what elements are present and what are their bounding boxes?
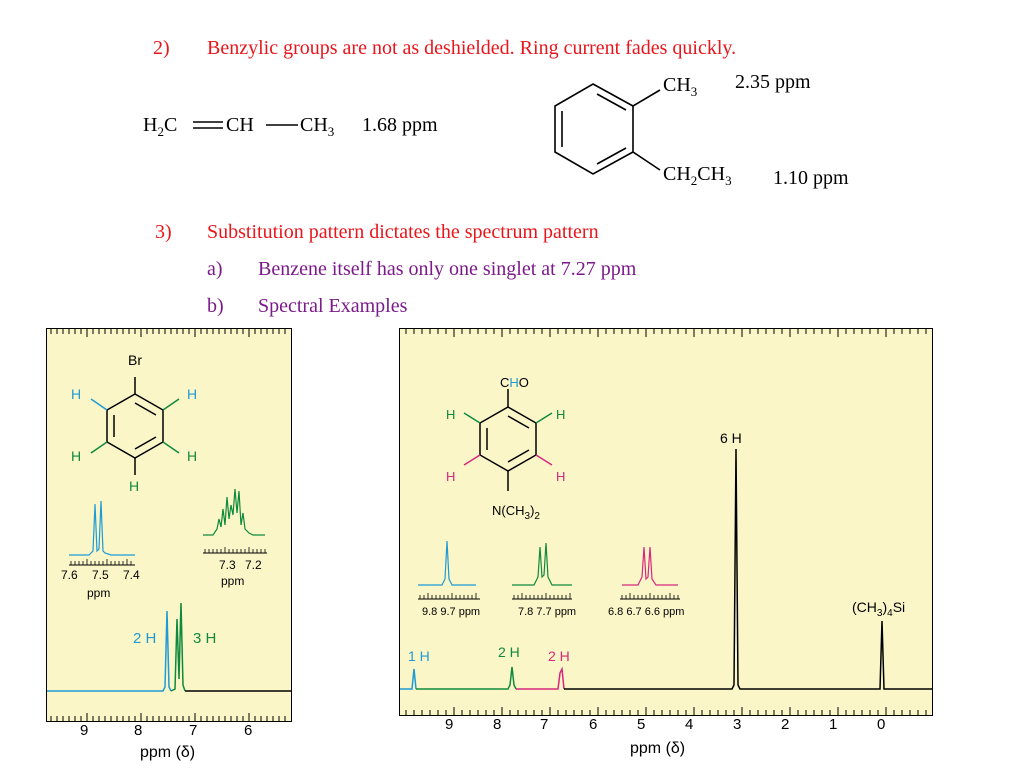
label-2h-green: 2 H: [498, 644, 520, 660]
right-axis-tick-7: 7: [540, 716, 549, 733]
aldehyde-spectrum-panel: CHO H H H H N(CH3)2 9.8 9.7 ppm 7.8 7.7 …: [399, 328, 933, 716]
bullet-3-text: Substitution pattern dictates the spectr…: [207, 221, 599, 243]
inset-green-peak: [203, 488, 265, 536]
aldehyde-spectrum: CHO H H H H N(CH3)2 9.8 9.7 ppm 7.8 7.7 …: [400, 329, 932, 715]
inset2-unit: ppm: [221, 574, 244, 588]
bullet-a-text: Benzene itself has only one singlet at 7…: [258, 258, 637, 280]
ethyl-group: CH2CH3: [663, 163, 732, 188]
h-label-meta-left: H: [446, 469, 455, 484]
right-axis-tick-0: 0: [877, 716, 886, 733]
inset2-tick-2: 7.2: [245, 558, 262, 572]
inset1-ticks: 9.8 9.7 ppm: [422, 606, 480, 618]
label-2h: 2 H: [133, 630, 156, 647]
right-axis-tick-6: 6: [589, 716, 598, 733]
inset1-tick-3: 7.4: [123, 568, 140, 582]
inset1-tick-2: 7.5: [92, 568, 109, 582]
h-label-para: H: [129, 478, 139, 494]
main-green-peak: [170, 602, 186, 692]
label-3h: 3 H: [193, 630, 216, 647]
inset-blue-peak: [418, 540, 476, 586]
bullet-b-number: b): [207, 295, 224, 317]
methyl-group: CH3: [663, 74, 698, 99]
main-blue-peak: [400, 668, 417, 690]
label-6h: 6 H: [720, 430, 742, 446]
bullet-2-number: 2): [153, 37, 170, 59]
propene-formula: H2C: [143, 114, 178, 139]
bullet-2-text: Benzylic groups are not as deshielded. R…: [207, 37, 737, 59]
left-axis-tick-7: 7: [189, 722, 198, 739]
bromine-label: Br: [128, 352, 142, 368]
propene-ch: CH: [226, 114, 254, 136]
left-axis-tick-8: 8: [134, 722, 143, 739]
methyl-shift: 2.35 ppm: [735, 71, 811, 93]
benzene-ring-structure: [554, 83, 661, 175]
cho-group: CHO: [500, 375, 529, 390]
left-axis-tick-6: 6: [244, 722, 253, 739]
label-1h: 1 H: [408, 648, 430, 664]
single-bond: [266, 124, 298, 126]
right-axis-tick-3: 3: [733, 716, 742, 733]
main-green-peak: [416, 666, 517, 690]
right-axis-tick-2: 2: [781, 716, 790, 733]
inset-green-peak: [512, 542, 572, 586]
h-label-ortho-right: H: [556, 407, 565, 422]
bromobenzene-spectrum-panel: Br H H H H H 7.6 7.5 7.4 ppm 7.3 7.2 ppm…: [46, 328, 292, 722]
bromobenzene-spectrum: Br H H H H H 7.6 7.5 7.4 ppm 7.3 7.2 ppm…: [47, 329, 291, 721]
main-blue-peak: [47, 610, 172, 692]
h-label-ortho-left: H: [446, 407, 455, 422]
double-bond: [193, 121, 223, 129]
inset1-unit: ppm: [87, 586, 110, 600]
propene-shift: 1.68 ppm: [362, 114, 438, 136]
label-tms: (CH3)4Si: [852, 599, 905, 619]
bullet-b-text: Spectral Examples: [258, 295, 408, 317]
main-pink-peak: [516, 666, 565, 690]
right-axis-tick-8: 8: [493, 716, 502, 733]
label-2h-pink: 2 H: [548, 648, 570, 664]
propene-ch3: CH3: [300, 114, 335, 139]
inset2-ticks: 7.8 7.7 ppm: [518, 606, 576, 618]
h-label-meta-right: H: [187, 448, 197, 464]
h-label-ortho-left: H: [71, 386, 81, 402]
inset3-ticks: 6.8 6.7 6.6 ppm: [608, 606, 684, 618]
left-axis-label: ppm (δ): [140, 744, 196, 761]
right-axis-tick-5: 5: [637, 716, 646, 733]
right-axis-tick-9: 9: [445, 716, 454, 733]
bullet-3-number: 3): [155, 221, 172, 243]
inset-pink-peak: [622, 546, 678, 586]
right-axis-tick-4: 4: [685, 716, 694, 733]
main-black-trace: [564, 448, 932, 690]
inset-blue-peak: [69, 500, 135, 556]
h-label-meta-left: H: [71, 448, 81, 464]
dimethylamino-group: N(CH3)2: [492, 503, 540, 522]
right-axis-tick-1: 1: [829, 716, 838, 733]
ethyl-shift: 1.10 ppm: [773, 167, 849, 189]
inset2-tick-1: 7.3: [219, 558, 236, 572]
inset1-tick-1: 7.6: [61, 568, 78, 582]
left-axis-tick-9: 9: [80, 722, 89, 739]
h-label-ortho-right: H: [187, 386, 197, 402]
h-label-meta-right: H: [556, 469, 565, 484]
right-axis-label: ppm (δ): [630, 740, 686, 757]
bullet-a-number: a): [207, 258, 223, 280]
